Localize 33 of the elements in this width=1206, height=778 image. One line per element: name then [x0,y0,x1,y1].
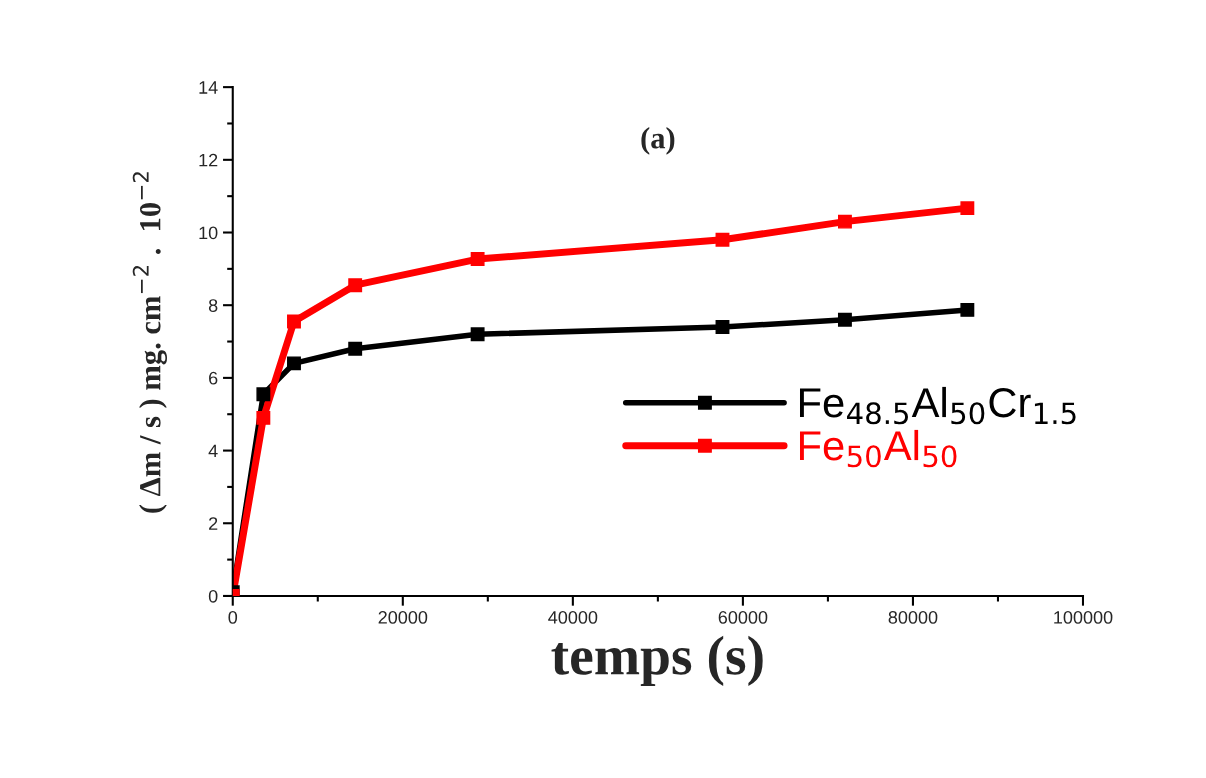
legend-label: Fe$_{48.5}$Al$_{50}$Cr$_{1.5}$ [800,386,1076,425]
x-tick-label: 20000 [378,611,428,624]
point [837,312,852,327]
y-tick-label: 10 [199,226,218,240]
x-tick-label: 80000 [888,611,938,624]
y-tick-label: 0 [208,589,218,603]
x-tick-label: 60000 [718,611,768,624]
point [256,387,271,402]
point [837,214,852,229]
x-tick-label: 40000 [548,611,598,624]
y-tick-label: 12 [199,153,218,167]
y-tick-label: 14 [199,81,218,94]
point [715,232,730,247]
annotation: (a) [641,126,675,155]
point [348,341,363,356]
x-tick-label: 100000 [1054,611,1113,624]
y-tick-label: 2 [209,517,218,530]
point [256,410,271,425]
point [470,252,485,266]
y-tick-label: 6 [209,371,218,385]
point [287,314,301,329]
y-axis-title: ( Δm / s ) mg. cm$^{−2}$ . 10$^{−2}$ [132,172,168,513]
point [960,302,975,317]
point [470,327,485,342]
legend-label: Fe$_{50}$Al$_{50}$ [800,429,957,468]
y-tick-label: 8 [208,299,218,312]
point [287,356,301,371]
y-tick-label: 4 [208,444,218,458]
point [715,320,730,334]
x-tick-label: 0 [228,611,238,624]
x-axis-title: temps (s) [551,635,763,687]
point [348,278,363,293]
point [960,201,975,216]
